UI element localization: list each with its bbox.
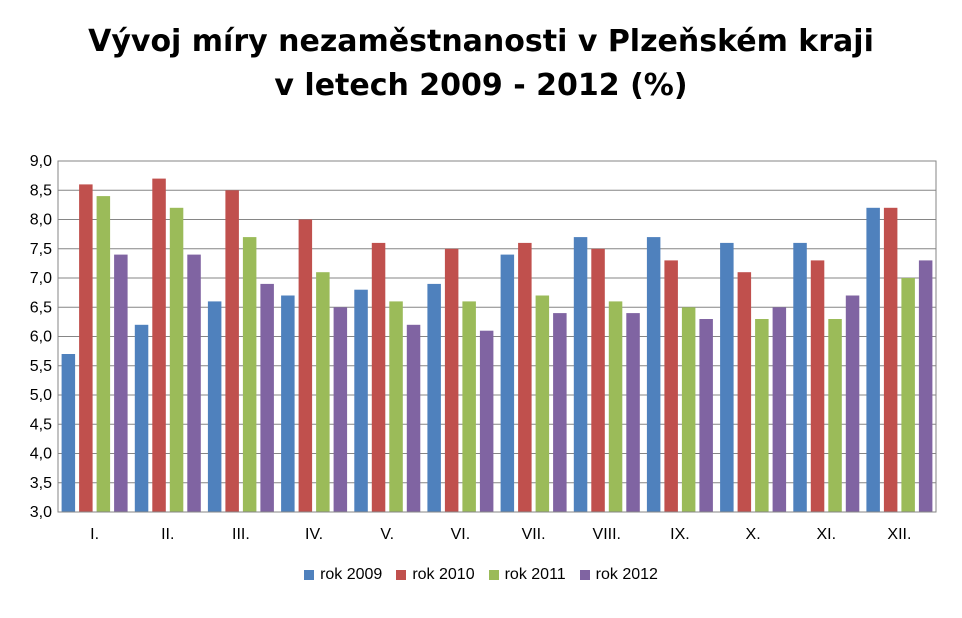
bar-rok-2012-XI: [845, 295, 860, 512]
bar-rok-2009-II: [134, 324, 149, 512]
bar-rok-2010-VI: [444, 248, 459, 513]
bar-rok-2010-VII: [518, 242, 532, 512]
legend: rok 2009 rok 2010 rok 2011 rok 2012: [0, 566, 962, 584]
x-tick-label: X.: [746, 526, 761, 543]
bar-rok-2010-XI: [810, 260, 825, 512]
bar-rok-2009-XI: [793, 242, 807, 512]
bar-rok-2011-V: [389, 301, 403, 512]
x-tick-label: IX.: [670, 526, 690, 543]
y-tick-label: 6,0: [30, 329, 52, 346]
bar-rok-2009-VIII: [573, 237, 588, 512]
bar-rok-2011-XI: [828, 319, 842, 512]
bar-rok-2011-IX: [681, 307, 696, 513]
legend-label: rok 2009: [320, 566, 383, 583]
bar-rok-2010-III: [225, 190, 239, 513]
bar-rok-2012-VI: [479, 330, 494, 512]
bar-rok-2012-VII: [553, 313, 567, 512]
y-tick-label: 9,0: [30, 153, 52, 170]
legend-swatch: [488, 570, 499, 580]
legend-swatch: [579, 570, 590, 580]
bar-rok-2011-II: [169, 207, 184, 513]
x-tick-label: XII.: [887, 526, 911, 543]
x-tick-label: II.: [161, 526, 174, 543]
bar-rok-2011-VI: [462, 301, 476, 512]
y-tick-label: 5,0: [30, 387, 52, 404]
bar-rok-2010-IX: [664, 260, 678, 512]
y-tick-label: 7,0: [30, 270, 52, 287]
x-tick-label: IV.: [305, 526, 323, 543]
legend-item: rok 2012: [579, 566, 658, 584]
bar-rok-2011-IV: [316, 272, 330, 512]
y-tick-label: 4,5: [30, 416, 52, 433]
bar-rok-2009-I: [61, 354, 76, 512]
bar-rok-2011-X: [755, 319, 769, 512]
x-tick-label: VII.: [522, 526, 546, 543]
bar-rok-2010-IV: [298, 219, 313, 512]
bar-rok-2009-IV: [281, 295, 295, 512]
x-tick-label: VI.: [451, 526, 471, 543]
legend-swatch: [396, 570, 407, 580]
x-tick-label: V.: [380, 526, 394, 543]
bar-rok-2012-VIII: [626, 313, 640, 512]
bars: [61, 178, 933, 513]
bar-rok-2011-VII: [535, 295, 550, 512]
bar-rok-2010-I: [79, 184, 93, 512]
y-tick-label: 5,5: [30, 358, 52, 375]
bar-rok-2009-XII: [866, 207, 880, 513]
bar-rok-2009-IX: [646, 237, 661, 512]
x-tick-label: XI.: [816, 526, 836, 543]
x-tick-label: III.: [232, 526, 250, 543]
bar-rok-2010-V: [371, 242, 386, 512]
legend-item: rok 2011: [488, 566, 566, 584]
bar-rok-2011-I: [96, 196, 111, 512]
chart-title: Vývoj míry nezaměstnanosti v Plzeňském k…: [0, 20, 962, 108]
y-tick-label: 8,0: [30, 212, 52, 229]
chart-title-line-2: v letech 2009 - 2012 (%): [274, 68, 688, 103]
bar-rok-2010-VIII: [591, 248, 605, 513]
legend-label: rok 2010: [412, 566, 475, 583]
bar-rok-2011-VIII: [608, 301, 623, 512]
bar-rok-2010-II: [152, 178, 166, 512]
bar-rok-2012-V: [406, 324, 421, 512]
x-tick-label: VIII.: [593, 526, 621, 543]
bar-rok-2012-IX: [699, 319, 713, 512]
bar-rok-2012-III: [260, 283, 274, 512]
bar-rok-2010-XII: [883, 207, 898, 513]
bar-rok-2011-III: [242, 237, 257, 512]
bar-rok-2012-I: [114, 254, 128, 512]
y-tick-label: 8,5: [30, 182, 52, 199]
bar-rok-2010-X: [737, 272, 752, 512]
bar-rok-2009-VI: [427, 283, 441, 512]
bar-rok-2012-II: [187, 254, 201, 512]
y-tick-label: 6,5: [30, 299, 52, 316]
y-tick-label: 3,5: [30, 475, 52, 492]
bar-rok-2009-V: [354, 289, 368, 512]
y-axis-tick-labels: 3,0 3,5 4,0 4,5 5,0 5,5 6,0 6,5 7,0 7,5 8,0 8,5 9,0: [30, 153, 52, 521]
bar-rok-2009-VII: [500, 254, 515, 512]
bar-rok-2009-III: [207, 301, 222, 512]
y-tick-label: 7,5: [30, 241, 52, 258]
x-tick-label: I.: [90, 526, 99, 543]
legend-item: rok 2009: [304, 566, 382, 584]
legend-swatch: [304, 570, 315, 580]
legend-item: rok 2010: [396, 566, 475, 584]
legend-label: rok 2012: [595, 566, 658, 583]
bar-rok-2011-XII: [901, 278, 915, 512]
bar-rok-2012-X: [772, 307, 787, 513]
plot-area-frame: [57, 160, 937, 513]
bar-rok-2012-IV: [333, 307, 348, 513]
y-tick-label: 4,0: [30, 446, 52, 463]
legend-label: rok 2011: [504, 566, 566, 583]
x-axis-tick-labels: I. II. III. IV. V. VI. VII. VIII. IX. X. XI. XII.: [90, 526, 911, 543]
bar-rok-2009-X: [720, 242, 734, 512]
bar-rok-2012-XII: [918, 260, 933, 512]
y-tick-label: 3,0: [30, 504, 52, 521]
chart-title-line-1: Vývoj míry nezaměstnanosti v Plzeňském k…: [88, 24, 874, 59]
